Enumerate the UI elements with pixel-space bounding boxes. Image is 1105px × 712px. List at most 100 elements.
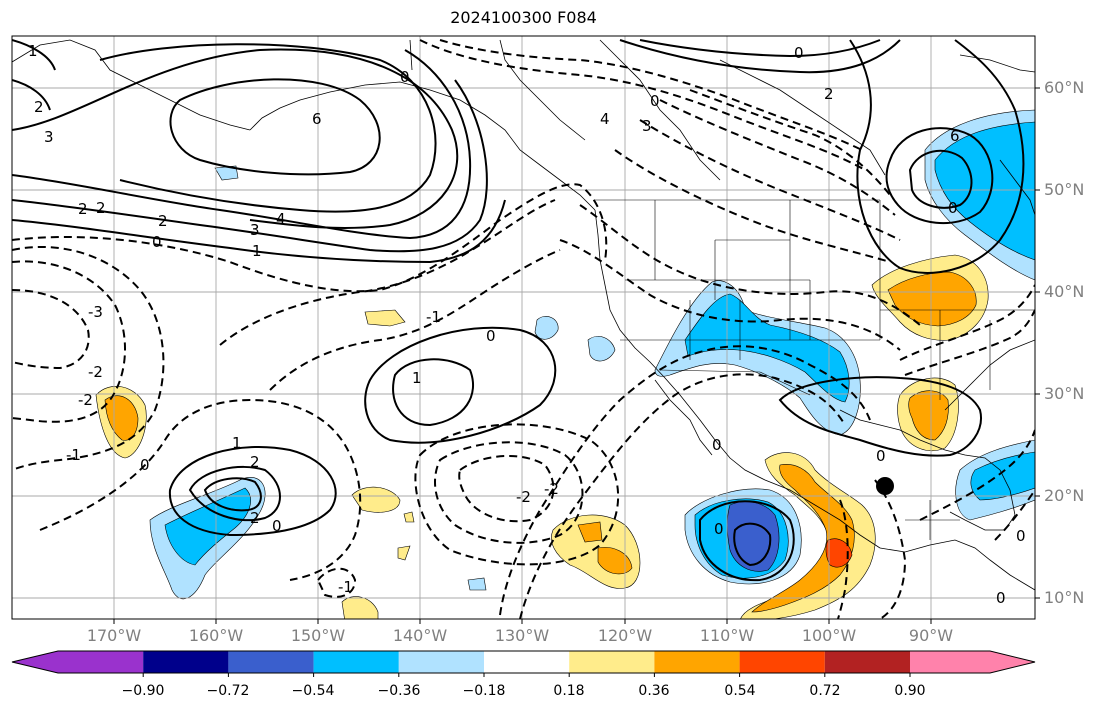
shade-positive: [908, 390, 949, 441]
lat-label-10n: 10°N: [1044, 588, 1085, 607]
contour-neg-3: [12, 289, 90, 370]
contour-label: 3: [44, 128, 54, 146]
contour-label: -1: [66, 446, 81, 464]
contour-neg-a: [12, 183, 608, 293]
colorbar-bin: [58, 651, 144, 673]
colorbar-bin: [398, 651, 484, 673]
contour-neg-h: [499, 345, 871, 616]
contour-neg-l: [614, 149, 891, 263]
contour-label: 0: [1016, 527, 1026, 545]
contour-label: 1: [28, 42, 38, 60]
contour-neg-w: [316, 567, 357, 598]
contour-label: 0: [996, 589, 1006, 607]
axis-ticks: [113, 87, 1040, 624]
contour-label: 4: [600, 110, 610, 128]
contour-label: 0: [712, 436, 722, 454]
contour-3: [12, 49, 472, 240]
colorbar-bin: [910, 651, 990, 673]
contour-label: 4: [276, 210, 286, 228]
lat-label-60n: 60°N: [1044, 78, 1085, 97]
contour-ak: [12, 39, 56, 71]
shade-positive: [403, 511, 415, 523]
colorbar-bin: [569, 651, 655, 673]
colorbar-tick-label: 0.18: [553, 683, 585, 699]
political-borders: [595, 199, 1035, 540]
contour-label: -2: [516, 488, 531, 506]
contour-4: [12, 48, 459, 229]
shade-negative: [467, 577, 487, 591]
contour-label: 0: [714, 520, 724, 538]
colorbar-tick-label: −0.72: [206, 683, 250, 699]
contour-label: 2: [824, 85, 834, 103]
contour-label: 2: [78, 200, 88, 218]
contour-label: 1: [412, 369, 422, 387]
contour-neg-t: [874, 479, 907, 619]
lat-label-30n: 30°N: [1044, 384, 1085, 403]
contour-ne-low-2: [908, 149, 973, 209]
colorbar-bin: [654, 651, 740, 673]
contour-label: 0: [794, 44, 804, 62]
contour-label: 0: [140, 456, 150, 474]
contour-neg-g: [414, 423, 620, 566]
shade-positive: [740, 452, 876, 619]
contour-neg-q: [439, 39, 863, 151]
contour-neg-v: [994, 489, 1035, 541]
contour-2: [12, 79, 488, 253]
contour-gulf-0: [778, 376, 982, 457]
contour-label: -1: [338, 578, 353, 596]
dashed-contours: [12, 39, 1035, 619]
contour-neg-b: [219, 199, 556, 346]
contour-label: -2: [544, 480, 559, 498]
contour-epac-low: [699, 500, 795, 582]
contour-low-2: [203, 477, 262, 512]
lon-label-150w: 150°W: [290, 626, 346, 645]
shade-negative: [587, 336, 616, 362]
contour-label: -2: [78, 391, 93, 409]
colorbar-tick-label: 0.90: [894, 683, 926, 699]
colorbar-bin: [739, 651, 825, 673]
contour-0-high: [364, 326, 557, 444]
contour-label: -1: [426, 308, 441, 326]
contour-label: 2: [96, 199, 106, 217]
colorbar-outline: [11, 650, 1036, 674]
lon-label-100w: 100°W: [801, 626, 857, 645]
shade-positive: [397, 545, 411, 561]
contour-neg-1: [12, 246, 165, 471]
contour-neg-x: [837, 499, 849, 619]
contour-6: [169, 78, 381, 176]
colorbar-tick-label: 0.72: [809, 683, 841, 699]
colorbar-tick-label: 0.54: [724, 683, 756, 699]
contour-neg-s: [904, 309, 1035, 376]
storm-center-marker: [876, 477, 894, 495]
contour-label: 2: [34, 98, 44, 116]
colorbar-bin: [824, 651, 910, 673]
colorbar-tick-label: −0.90: [121, 683, 165, 699]
contour-ak2: [12, 79, 51, 111]
colorbar-tick-label: 0.36: [638, 683, 670, 699]
contour-5: [99, 43, 437, 213]
contour-neg-p: [419, 39, 866, 171]
colorbar-over-arrow: [990, 651, 1035, 673]
contour-label: 2: [158, 212, 168, 230]
shade-positive: [825, 538, 853, 568]
lon-label-170w: 170°W: [86, 626, 142, 645]
contour-label: 0: [400, 68, 410, 86]
shade-positive: [341, 596, 379, 619]
lat-label-50n: 50°N: [1044, 180, 1085, 199]
colorbar-tick-label: −0.18: [462, 683, 506, 699]
colorbar-tick-label: −0.54: [291, 683, 335, 699]
contour-label: 1: [232, 434, 242, 452]
contour-low-1: [188, 466, 281, 522]
lon-label-140w: 140°W: [392, 626, 448, 645]
contour-neg-f: [434, 441, 584, 544]
contour-label: 0: [948, 199, 958, 217]
contour-nw-arc: [619, 39, 901, 74]
contour-ne-low: [885, 127, 994, 225]
lon-label-110w: 110°W: [699, 626, 755, 645]
contour-neg-d: [39, 398, 362, 581]
contour-neg-u: [919, 429, 1035, 521]
colorbar-bin: [484, 651, 570, 673]
lon-label-130w: 130°W: [494, 626, 550, 645]
contour-trough-east: [849, 39, 1025, 274]
